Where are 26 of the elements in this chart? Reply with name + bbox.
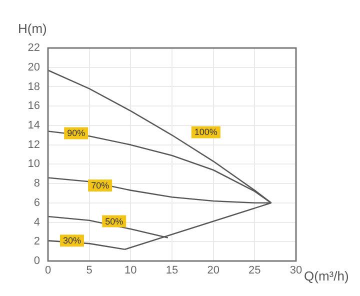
y-tick-label: 12 <box>28 138 40 151</box>
y-axis-title: H(m) <box>18 21 47 36</box>
x-tick-label: 5 <box>86 264 92 277</box>
y-tick-label: 4 <box>34 216 40 228</box>
x-tick-label: 25 <box>248 264 261 277</box>
annotation: 70% <box>91 180 110 190</box>
x-tick-label: 20 <box>207 264 220 277</box>
y-tick-label: 6 <box>34 196 40 209</box>
y-tick-label: 8 <box>34 178 40 190</box>
x-tick-label: 0 <box>44 264 52 277</box>
y-tick-label: 14 <box>28 119 40 132</box>
x-axis-title: Q(m³/h) <box>304 268 349 284</box>
x-tick-label: 15 <box>166 264 178 277</box>
annotation: 50% <box>105 216 124 226</box>
y-tick-label: 2 <box>34 236 40 248</box>
x-tick-label: 30 <box>290 264 302 277</box>
annotation: 30% <box>62 236 81 246</box>
y-tick-label: 16 <box>28 100 40 112</box>
annotation: 100% <box>194 127 218 138</box>
y-tick-label: 20 <box>28 61 40 74</box>
y-tick-label: 10 <box>28 158 40 170</box>
x-tick-label: 10 <box>124 264 137 277</box>
y-tick-label: 18 <box>28 80 40 93</box>
y-tick-label: 0 <box>34 255 40 268</box>
annotation: 90% <box>67 128 86 138</box>
y-tick-label: 22 <box>28 42 40 54</box>
